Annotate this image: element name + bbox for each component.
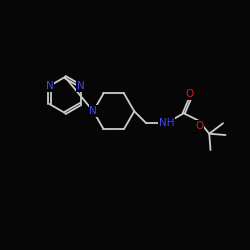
Text: O: O <box>186 89 194 99</box>
Text: N: N <box>77 81 84 91</box>
Text: N: N <box>46 81 53 91</box>
Text: O: O <box>195 121 203 131</box>
Text: N: N <box>90 106 97 116</box>
Text: NH: NH <box>158 118 174 128</box>
